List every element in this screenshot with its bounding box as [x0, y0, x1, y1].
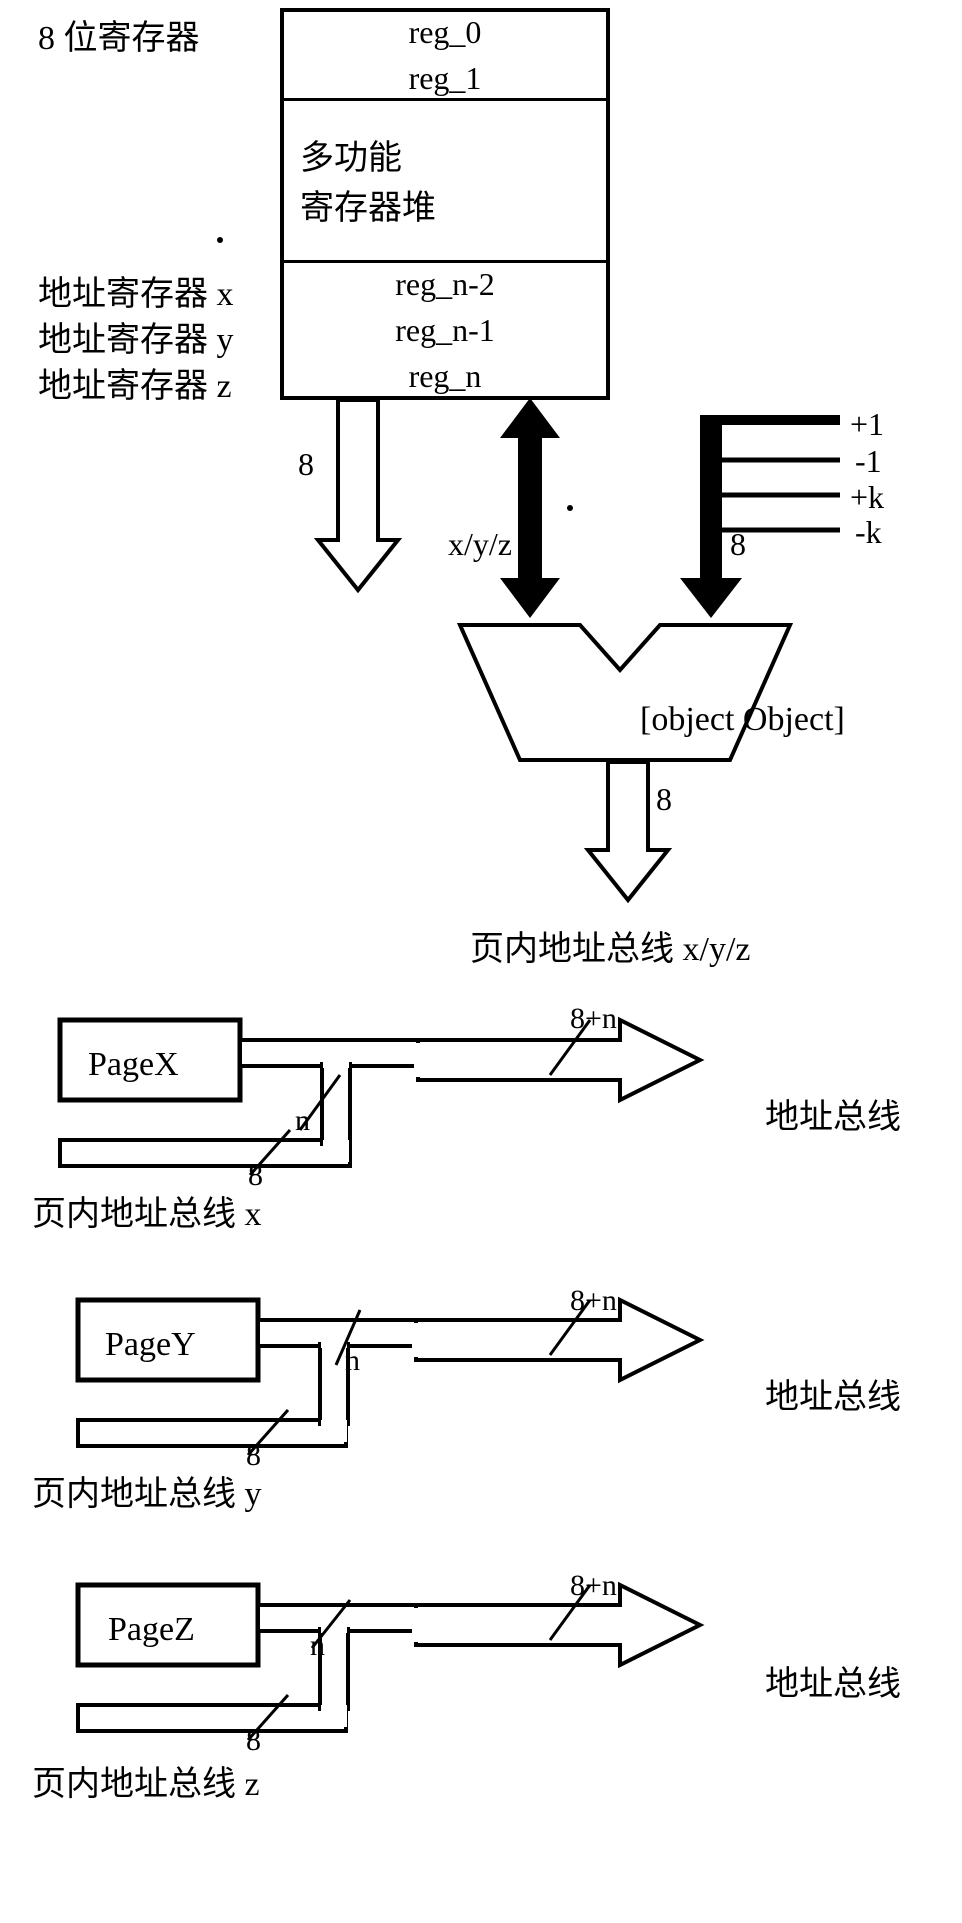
- svg-text:PageZ: PageZ: [108, 1611, 195, 1648]
- svg-text:n: n: [345, 1344, 360, 1377]
- addr-reg-y: 地址寄存器 y: [38, 312, 234, 361]
- addr-reg-x: 地址寄存器 x: [38, 266, 234, 315]
- svg-text:地址总线: 地址总线: [765, 1378, 901, 1416]
- svg-text:8+n: 8+n: [570, 1569, 617, 1602]
- addr-reg-z: 地址寄存器 z: [38, 358, 232, 407]
- svg-text:地址总线: 地址总线: [765, 1665, 901, 1703]
- svg-text:n: n: [295, 1104, 310, 1137]
- svg-text:n: n: [310, 1629, 325, 1662]
- hollow-arrow-down-left: [318, 400, 398, 590]
- regn-text: reg_n: [280, 358, 610, 395]
- svg-text:8: 8: [246, 1724, 261, 1757]
- svg-text:8: 8: [248, 1159, 263, 1192]
- arrow-8-right: 8: [730, 526, 746, 562]
- regn1-text: reg_n-1: [280, 312, 610, 349]
- svg-text:页内地址总线 z: 页内地址总线 z: [32, 1765, 260, 1803]
- svg-text:8: 8: [246, 1439, 261, 1472]
- xyz-label: x/y/z: [448, 526, 512, 562]
- regn2-text: reg_n-2: [280, 266, 610, 303]
- pagex-group: PageX n 8 8+n 地址总线 页内地址总线 x: [32, 1002, 901, 1233]
- plus1: +1: [850, 406, 884, 442]
- svg-text:8+n: 8+n: [570, 1002, 617, 1035]
- black-down-arrow: [680, 420, 840, 618]
- alu-out-8: 8: [656, 781, 672, 817]
- black-bi-arrow: [500, 398, 560, 618]
- svg-text:页内地址总线 x: 页内地址总线 x: [32, 1195, 262, 1233]
- svg-text:8+n: 8+n: [570, 1284, 617, 1317]
- reg1-text: reg_1: [280, 60, 610, 97]
- minus1: -1: [855, 443, 882, 479]
- svg-text:PageY: PageY: [105, 1326, 196, 1363]
- reg0-text: reg_0: [280, 14, 610, 51]
- minusk: -k: [855, 514, 882, 550]
- multi1-text: 多功能: [300, 130, 402, 179]
- svg-text:页内地址总线 y: 页内地址总线 y: [32, 1475, 262, 1513]
- alu-text: [object Object]: [640, 701, 845, 738]
- svg-text:PageX: PageX: [88, 1046, 179, 1083]
- arrow-8-left: 8: [298, 446, 314, 482]
- label-8bit-register: 8 位寄存器: [38, 10, 200, 59]
- svg-text:地址总线: 地址总线: [765, 1098, 901, 1136]
- plusk: +k: [850, 479, 884, 515]
- hollow-arrow-alu-out: [588, 762, 668, 900]
- multi2-text: 寄存器堆: [300, 180, 436, 229]
- pagez-group: PageZ n 8 8+n 地址总线 页内地址总线 z: [32, 1569, 901, 1803]
- pagey-group: PageY n 8 8+n 地址总线 页内地址总线 y: [32, 1284, 901, 1513]
- alu-shape: [object Object]: [460, 625, 845, 760]
- page-bus-xyz: 页内地址总线 x/y/z: [470, 930, 750, 968]
